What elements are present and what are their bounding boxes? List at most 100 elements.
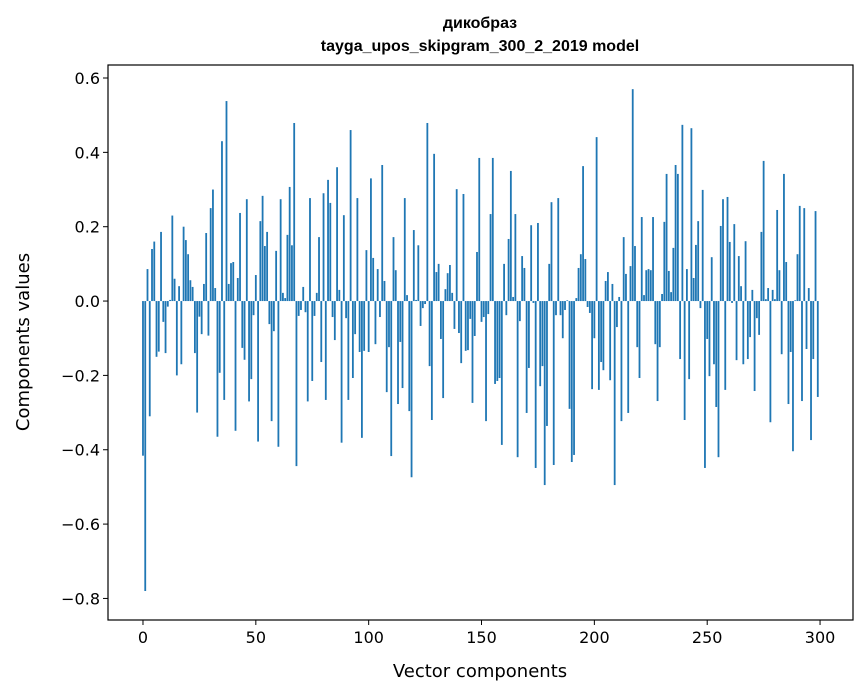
bar-203 [600,301,603,363]
bar-197 [586,301,589,307]
bar-33 [216,301,219,437]
x-tick-label: 150 [466,628,497,647]
bar-253 [713,301,715,365]
bar-167 [518,301,521,322]
bar-279 [771,289,774,302]
bar-289 [794,300,797,302]
bar-44 [241,301,244,348]
bar-115 [401,301,404,389]
bar-219 [636,301,639,348]
bar-240 [683,301,686,421]
bar-84 [331,301,334,318]
bar-258 [724,301,727,390]
bar-226 [652,217,654,302]
y-tick-label: −0.4 [61,441,100,460]
bar-185 [559,301,562,316]
bar-20 [187,254,190,302]
bar-39 [230,263,232,302]
bar-71 [302,286,305,302]
bar-85 [333,301,336,341]
bar-121 [415,299,417,302]
bar-266 [742,301,745,365]
bar-21 [189,280,192,302]
bar-214 [625,273,627,302]
bar-271 [753,301,756,392]
bar-200 [593,301,596,339]
bar-293 [803,208,806,302]
y-tick-label: 0.0 [75,292,100,311]
bar-223 [645,270,648,302]
bar-176 [539,301,542,387]
bar-66 [291,245,293,302]
bar-216 [629,266,632,302]
bar-51 [257,301,259,442]
bar-218 [634,246,636,302]
bar-81 [324,301,327,400]
bar-154 [489,214,492,302]
bar-183 [555,301,557,316]
bar-83 [329,202,332,302]
bar-91 [347,301,350,400]
bar-45 [243,301,246,360]
bar-163 [509,170,512,302]
y-axis-label: Components values [13,253,34,431]
bar-260 [728,241,731,302]
bar-209 [613,301,616,486]
bar-8 [160,231,162,302]
bar-201 [595,137,598,302]
bar-228 [656,301,659,402]
bar-282 [778,270,781,302]
bar-104 [376,269,379,302]
bar-206 [606,272,609,302]
bar-62 [282,292,284,302]
bar-174 [534,301,537,468]
bar-261 [731,301,733,303]
bar-146 [471,301,474,403]
bar-212 [620,301,623,422]
bar-175 [537,222,539,302]
bar-27 [203,283,205,302]
bar-208 [611,283,614,302]
bar-290 [796,254,799,302]
bar-217 [631,89,634,302]
bar-129 [433,153,436,302]
bar-120 [412,230,415,302]
bar-36 [223,301,226,400]
bar-257 [722,199,724,302]
bar-184 [557,198,560,302]
bar-211 [618,296,621,302]
bar-43 [239,212,241,302]
bar-274 [760,231,763,302]
bar-135 [446,273,449,302]
bar-231 [663,221,666,302]
bar-252 [710,257,713,302]
bar-14 [173,278,176,302]
bar-296 [810,301,812,441]
bar-130 [435,272,438,302]
bar-74 [309,198,311,302]
bar-250 [706,301,709,339]
bar-126 [426,122,429,302]
bar-155 [491,157,494,302]
bar-82 [327,179,329,302]
bar-269 [749,301,751,338]
bar-247 [699,301,702,309]
bar-152 [485,301,487,422]
bar-125 [424,301,426,305]
bar-55 [266,231,269,302]
bar-5 [153,241,156,302]
bar-158 [498,301,501,379]
bar-182 [552,301,555,465]
bar-227 [654,301,657,345]
bar-118 [408,301,411,412]
bar-54 [263,246,266,302]
bar-79 [320,301,323,363]
bar-222 [643,295,645,302]
bar-161 [505,301,508,316]
bar-179 [546,301,548,426]
bar-124 [421,301,424,309]
bar-162 [507,238,510,302]
bar-28 [205,233,208,302]
bar-284 [783,173,785,302]
